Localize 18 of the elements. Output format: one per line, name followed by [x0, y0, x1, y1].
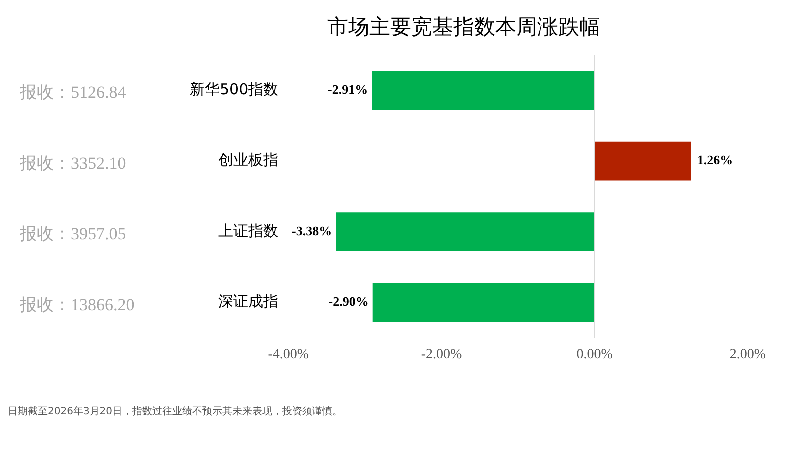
x-tick-label: 0.00%: [576, 347, 614, 362]
y-tick-label: 创业板指: [218, 151, 279, 170]
data-label: 1.26%: [697, 152, 734, 168]
data-label: -2.90%: [328, 294, 369, 310]
data-label: -2.91%: [328, 82, 368, 97]
y-tick-label: 上证指数: [218, 222, 279, 240]
data-label: -3.38%: [292, 223, 332, 238]
x-tick-label: -4.00%: [268, 347, 310, 362]
text: 报收：5126.84: [19, 83, 127, 102]
x-tick-label: 2.00%: [730, 347, 766, 362]
text: 日期截至2026年3月20日，指数过往业绩不预示其未来表现，投资须谨慎。: [8, 406, 343, 418]
text: 报收：3957.05: [19, 224, 126, 244]
text: 报收：13866.20: [19, 295, 135, 314]
chart-title: 市场主要宽基指数本周涨跌幅: [328, 15, 600, 40]
y-tick-label: 深证成指: [218, 292, 279, 311]
text: 报收：3352.10: [19, 154, 126, 173]
y-tick-label: 新华500指数: [190, 80, 279, 98]
x-tick-label: -2.00%: [421, 347, 462, 362]
